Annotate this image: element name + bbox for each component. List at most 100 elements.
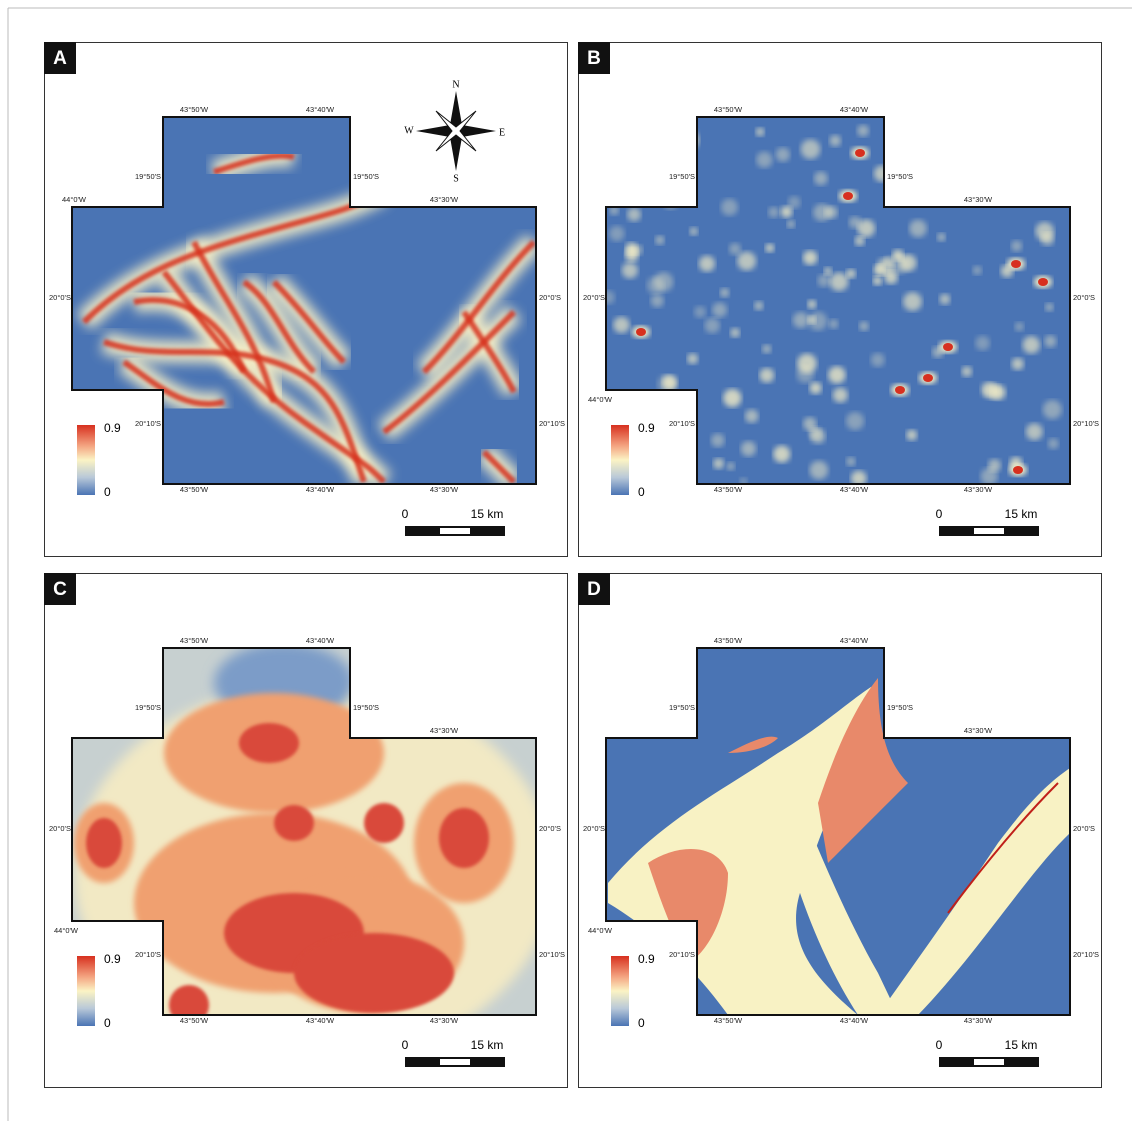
coord-label: 43°40'W [306,636,335,645]
compass-e: E [499,127,505,138]
hot-spot [721,199,738,216]
coord-label: 20°10'S [1073,950,1099,959]
hot-spot [1012,358,1024,370]
coord-label: 20°10'S [669,419,695,428]
coord-label: 20°10'S [669,950,695,959]
hot-spot [909,220,927,238]
hot-spot-core [1038,278,1048,286]
hot-spot [625,243,637,255]
coord-label: 20°10'S [135,950,161,959]
hot-spot [857,125,869,137]
scale-end: 15 km [1005,507,1038,521]
scale-start: 0 [936,1038,943,1052]
hot-spot [737,252,756,271]
hot-spot [787,220,795,228]
hot-spot [937,233,945,241]
panel-label: D [587,579,601,600]
coord-label: 43°30'W [964,1016,993,1025]
coord-label: 43°40'W [840,105,869,114]
zone-red [239,723,299,763]
hot-spot [745,409,759,423]
hot-spot [828,366,845,383]
coord-label: 20°0'S [49,293,71,302]
hot-spot [984,383,1000,399]
hot-spot [1048,438,1059,449]
hot-spot [824,267,832,275]
hot-spot [613,317,629,333]
hot-spot [776,147,790,161]
coord-label: 43°30'W [430,1016,459,1025]
hot-spot [873,276,882,285]
hot-spot [903,292,922,311]
hot-spot [906,430,917,441]
legend-max: 0.9 [104,952,121,966]
hot-spot [890,256,908,274]
hot-spot [609,226,624,241]
hot-spot [699,256,715,272]
hot-spot [756,128,765,137]
hot-spot [846,269,855,278]
hot-spot [857,219,875,237]
scale-bar-gap [440,1059,470,1065]
hot-spot [810,382,822,394]
coord-label: 43°30'W [430,726,459,735]
coord-label: 43°40'W [840,485,869,494]
hot-spot [1026,423,1043,440]
zone-red [294,933,454,1013]
coord-label: 19°50'S [353,703,379,712]
scale-end: 15 km [471,1038,504,1052]
compass-w: W [404,125,414,136]
scale-start: 0 [402,507,409,521]
hot-spot [973,266,982,275]
hot-spot [711,433,725,447]
coord-label: 43°30'W [430,485,459,494]
hot-spot [727,462,735,470]
hot-spot [647,277,664,294]
coord-label: 43°50'W [180,1016,209,1025]
hot-spot [723,389,741,407]
zone-red [274,805,314,841]
hot-spot [808,426,821,439]
scale-bar-gap [440,528,470,534]
hot-spot [1043,400,1062,419]
hot-spot [846,412,864,430]
coord-label: 43°30'W [964,485,993,494]
legend-max: 0.9 [104,421,121,435]
coord-label: 43°40'W [840,1016,869,1025]
hot-spot [801,139,821,159]
hot-spot [788,196,801,209]
coord-label: 19°50'S [669,172,695,181]
hot-spot [988,459,1001,472]
coord-label: 43°40'W [306,1016,335,1025]
coord-label: 44°0'W [588,395,613,404]
coord-label: 20°10'S [135,419,161,428]
hot-spot [814,171,828,185]
hot-spot [803,251,817,265]
hot-spot [807,300,816,309]
hot-spot [756,152,772,168]
hot-spot [759,368,774,383]
coord-label: 43°50'W [180,105,209,114]
hot-spot [871,353,885,367]
coord-label: 44°0'W [62,195,87,204]
coord-label: 43°40'W [306,105,335,114]
hot-spot-core [943,343,953,351]
hot-spot [797,366,814,383]
coord-label: 20°0'S [583,293,605,302]
hot-spot [754,301,763,310]
hot-spot [833,388,848,403]
hot-spot [762,344,771,353]
coord-label: 43°50'W [714,1016,743,1025]
scale-start: 0 [936,507,943,521]
coord-label: 20°0'S [1073,824,1095,833]
hot-spot [627,207,641,221]
scale-bar-gap [974,1059,1004,1065]
legend-max: 0.9 [638,952,655,966]
hot-spot [813,204,830,221]
coord-label: 19°50'S [135,703,161,712]
scale-end: 15 km [1005,1038,1038,1052]
coord-label: 43°30'W [964,726,993,735]
coord-label: 19°50'S [887,703,913,712]
hot-spot-core [923,374,933,382]
hot-spot [859,321,868,330]
